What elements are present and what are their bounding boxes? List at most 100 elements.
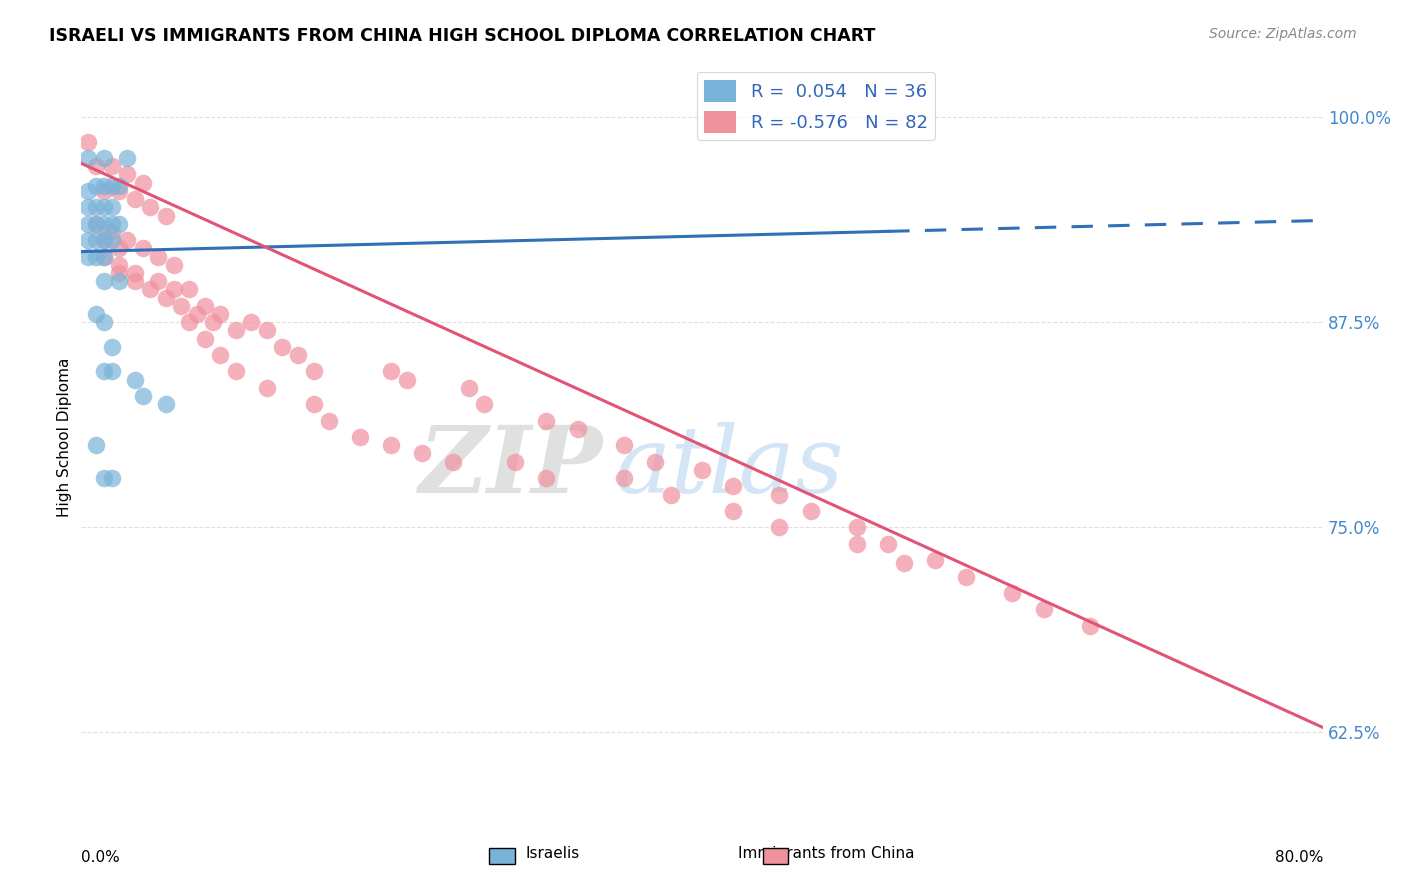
Point [194,299,217,313]
Point [108,217,131,231]
Point [124,373,146,387]
Point [108,258,131,272]
Point [93,315,115,329]
Point [77,151,100,165]
Point [115,168,138,182]
Point [768,520,790,534]
Point [93,250,115,264]
Point [472,397,495,411]
Point [644,455,666,469]
Point [93,184,115,198]
Point [287,348,309,362]
Point [131,176,153,190]
Point [93,364,115,378]
Point [799,504,821,518]
Text: 80.0%: 80.0% [1275,850,1323,865]
Point [179,315,201,329]
Point [613,438,636,452]
Point [567,422,589,436]
Point [768,487,790,501]
Point [846,520,869,534]
Point [302,364,325,378]
Point [139,200,162,214]
Point [225,323,247,337]
Point [84,217,107,231]
Point [131,241,153,255]
Text: Israelis: Israelis [526,846,579,861]
Point [148,274,170,288]
Point [536,471,558,485]
Point [108,184,131,198]
Point [93,274,115,288]
Point [100,159,122,173]
Point [441,455,464,469]
Point [100,178,122,193]
Point [271,340,294,354]
Point [240,315,263,329]
Point [1078,619,1101,633]
Point [84,233,107,247]
Point [155,209,177,223]
Point [1157,881,1180,892]
Text: ZIP: ZIP [418,422,602,512]
Point [77,200,100,214]
Point [139,282,162,296]
Point [77,233,100,247]
Point [93,233,115,247]
Text: 0.0%: 0.0% [80,850,120,865]
Point [186,307,208,321]
Point [124,266,146,280]
Point [505,455,527,469]
Point [1032,602,1054,616]
Text: Immigrants from China: Immigrants from China [738,846,914,861]
Point [721,479,744,493]
Point [395,373,418,387]
Point [690,463,713,477]
Point [108,274,131,288]
Point [877,537,900,551]
Point [77,184,100,198]
Point [115,151,138,165]
Point [131,389,153,403]
Point [124,192,146,206]
Point [93,151,115,165]
Point [93,250,115,264]
Point [155,291,177,305]
Point [209,307,232,321]
Point [411,446,433,460]
Point [155,397,177,411]
Point [115,233,138,247]
Point [93,217,115,231]
Point [77,135,100,149]
Point [659,487,682,501]
Point [100,233,122,247]
Point [100,364,122,378]
Point [1001,586,1024,600]
Point [84,178,107,193]
Point [170,299,193,313]
Point [77,217,100,231]
Point [613,471,636,485]
Point [380,438,402,452]
Point [380,364,402,378]
Point [955,569,977,583]
Point [77,250,100,264]
Point [84,159,107,173]
Point [108,241,131,255]
Point [93,200,115,214]
Point [721,504,744,518]
Point [100,340,122,354]
Point [179,282,201,296]
Legend: R =  0.054   N = 36, R = -0.576   N = 82: R = 0.054 N = 36, R = -0.576 N = 82 [697,72,935,140]
Point [349,430,371,444]
Point [84,438,107,452]
Point [302,397,325,411]
Point [194,332,217,346]
Y-axis label: High School Diploma: High School Diploma [58,358,72,516]
Point [209,348,232,362]
Point [100,471,122,485]
Point [225,364,247,378]
Point [256,381,278,395]
Point [148,250,170,264]
Point [93,233,115,247]
